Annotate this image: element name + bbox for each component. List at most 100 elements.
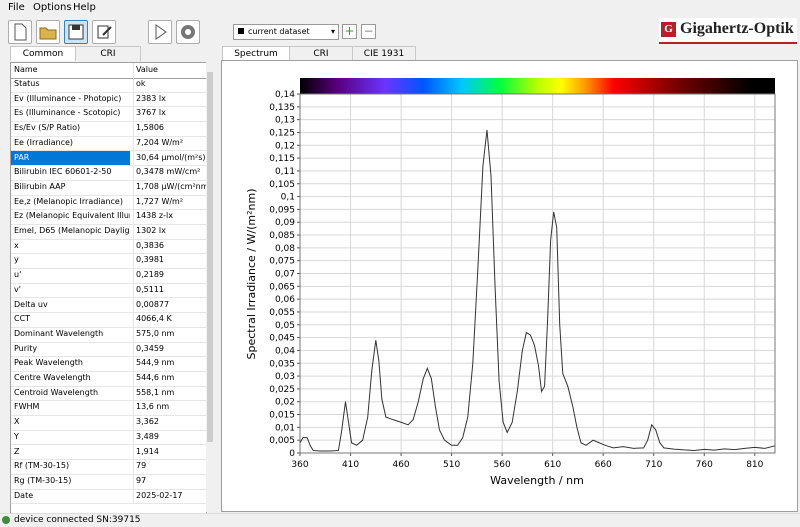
value-cell: 544,9 nm xyxy=(133,356,206,371)
menu-options[interactable]: Options xyxy=(33,2,72,13)
results-table: Name Value Status ok Ev (Illuminance - Photo… xyxy=(10,62,207,514)
table-row[interactable]: PAR 30,64 µmol/(m²s) xyxy=(11,150,206,167)
value-cell: 1,914 xyxy=(133,444,206,460)
value-cell: 558,1 nm xyxy=(133,385,206,401)
y-tick-label: 0,08 xyxy=(275,244,295,254)
table-row[interactable]: Centre Wavelength 544,6 nm xyxy=(11,371,206,387)
value-cell: 1,727 W/m² xyxy=(133,194,206,210)
edit-button[interactable] xyxy=(92,20,116,44)
tab-cie[interactable]: CIE 1931 xyxy=(352,46,416,61)
settings-button[interactable] xyxy=(176,20,200,44)
menu-help[interactable]: Help xyxy=(73,2,96,13)
table-row[interactable]: Ez (Melanopic Equivalent Illumina...1438… xyxy=(11,209,206,225)
table-row[interactable]: Date 2025-02-17 xyxy=(11,488,206,505)
value-cell: 2025-02-17 xyxy=(133,488,206,504)
y-tick-label: 0,085 xyxy=(269,231,295,241)
table-row[interactable]: x 0,3836 xyxy=(11,238,206,255)
value-cell: 1438 z-lx xyxy=(133,209,206,224)
value-cell: 2383 lx xyxy=(133,91,206,107)
value-cell: 3,489 xyxy=(133,429,206,445)
y-tick-label: 0,14 xyxy=(275,90,295,100)
table-row[interactable]: Es (Illuminance - Scotopic) 3767 lx xyxy=(11,106,206,123)
table-row[interactable]: Ev (Illuminance - Photopic) 2383 lx xyxy=(11,91,206,108)
new-button[interactable] xyxy=(8,20,32,44)
name-cell: Rf (TM-30-15) xyxy=(14,461,70,471)
table-row[interactable]: Emel, D65 (Melanopic Daylight Eq...1302 … xyxy=(11,224,206,240)
tab-common[interactable]: Common xyxy=(10,46,76,61)
icon xyxy=(181,25,195,39)
header-cell: Value xyxy=(133,63,206,78)
table-row[interactable]: Delta uv 0,00877 xyxy=(11,297,206,314)
name-cell: Status xyxy=(14,79,40,88)
table-row[interactable]: Bilirubin AAP 1,708 µW/(cm²nm) xyxy=(11,179,206,196)
table-row[interactable]: Dominant Wavelength 575,0 nm xyxy=(11,326,206,343)
table-row[interactable]: Rg (TM-30-15) 97 xyxy=(11,473,206,490)
table-row[interactable]: Z 1,914 xyxy=(11,444,206,461)
y-tick-label: 0,045 xyxy=(269,334,295,344)
name-cell: Bilirubin AAP xyxy=(14,181,66,191)
table-row[interactable]: Peak Wavelength 544,9 nm xyxy=(11,356,206,372)
table-row[interactable]: y 0,3981 xyxy=(11,253,206,270)
name-cell: Z xyxy=(14,446,20,456)
dataset-dropdown[interactable]: current dataset ▾ xyxy=(233,24,339,40)
value-cell: 4066,4 K xyxy=(133,312,206,327)
table-row[interactable]: Purity 0,3459 xyxy=(11,341,206,358)
y-tick-label: 0,065 xyxy=(269,282,295,292)
x-tick-label: 410 xyxy=(342,460,359,470)
table-row[interactable]: Ee (Irradiance) 7,204 W/m² xyxy=(11,135,206,152)
table-row[interactable]: Y 3,489 xyxy=(11,429,206,446)
name-cell: Ee,z (Melanopic Irradiance) xyxy=(14,196,123,206)
y-tick-label: 0,02 xyxy=(275,398,295,408)
table-row[interactable]: FWHM 13,6 nm xyxy=(11,400,206,417)
y-tick-label: 0,125 xyxy=(269,128,295,138)
remove-button[interactable]: − xyxy=(361,24,376,39)
table-row[interactable]: X 3,362 xyxy=(11,415,206,431)
y-tick-label: 0,01 xyxy=(275,423,295,433)
table-row[interactable]: Status ok xyxy=(11,77,206,93)
scroll-thumb[interactable] xyxy=(207,72,213,442)
table-row[interactable]: Ee,z (Melanopic Irradiance) 1,727 W/m² xyxy=(11,194,206,211)
y-tick-label: 0 xyxy=(289,449,295,459)
table-row[interactable]: Centroid Wavelength 558,1 nm xyxy=(11,385,206,402)
table-row[interactable]: Bilirubin IEC 60601-2-50 0,3478 mW/cm² xyxy=(11,165,206,181)
icon xyxy=(68,24,84,40)
name-cell: Rg (TM-30-15) xyxy=(14,475,72,485)
name-cell: Purity xyxy=(14,343,38,353)
table-row[interactable]: v' 0,5111 xyxy=(11,282,206,299)
spectrum-line xyxy=(299,129,776,452)
icon xyxy=(155,24,167,40)
name-cell: Es (Illuminance - Scotopic) xyxy=(14,108,121,118)
table-row[interactable]: Rf (TM-30-15) 79 xyxy=(11,459,206,475)
run-button[interactable] xyxy=(148,20,172,44)
value-cell: 0,3459 xyxy=(133,341,206,357)
x-tick-label: 510 xyxy=(443,460,460,470)
menu-file[interactable]: File xyxy=(8,2,25,13)
table-row[interactable]: Es/Ev (S/P Ratio) 1,5806 xyxy=(11,121,206,137)
icon xyxy=(39,27,57,40)
open-button[interactable] xyxy=(36,20,60,44)
value-cell: 97 xyxy=(133,473,206,489)
name-cell: Delta uv xyxy=(14,299,48,309)
name-cell: Centre Wavelength xyxy=(14,373,91,382)
name-cell: CCT xyxy=(14,314,31,324)
value-cell: 0,3478 mW/cm² xyxy=(133,165,206,180)
save-button[interactable] xyxy=(64,20,88,44)
y-tick-label: 0,1 xyxy=(281,193,295,203)
y-tick-label: 0,135 xyxy=(269,103,295,113)
y-tick-label: 0,11 xyxy=(275,167,295,177)
tab-cri-right[interactable]: CRI xyxy=(289,46,353,61)
name-cell: Ez (Melanopic Equivalent Illumina... xyxy=(14,211,130,221)
name-cell: FWHM xyxy=(14,402,40,412)
tab-cri[interactable]: CRI xyxy=(75,46,141,61)
add-button[interactable]: + xyxy=(342,24,357,39)
name-cell: Peak Wavelength xyxy=(14,358,83,368)
scrollbar[interactable] xyxy=(206,62,214,512)
name-cell: Ev (Illuminance - Photopic) xyxy=(14,93,122,103)
dataset-label: current dataset xyxy=(248,27,310,36)
x-tick-label: 760 xyxy=(696,460,713,470)
logo-text: Gigahertz-Optik xyxy=(680,20,794,37)
table-row[interactable]: u' 0,2189 xyxy=(11,268,206,284)
table-row[interactable]: CCT 4066,4 K xyxy=(11,312,206,328)
tab-spectrum[interactable]: Spectrum xyxy=(222,46,290,61)
value-cell: 575,0 nm xyxy=(133,326,206,342)
